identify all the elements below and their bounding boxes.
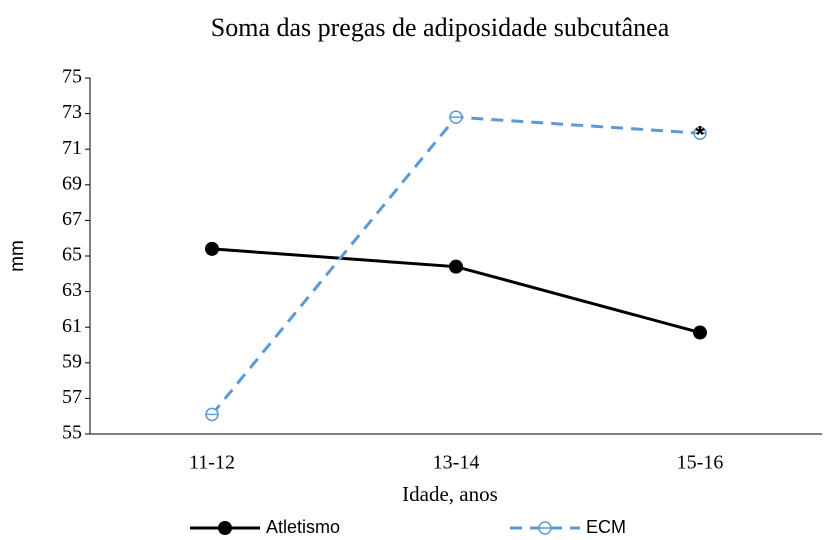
x-tick-label: 15-16: [677, 452, 724, 474]
legend-label: ECM: [586, 517, 626, 537]
legend-marker: [218, 521, 232, 535]
chart-title: Soma das pregas de adiposidade subcutâne…: [211, 13, 670, 42]
y-axis-label: mm: [7, 240, 28, 272]
data-point: [693, 325, 707, 340]
y-tick-label: 57: [62, 386, 82, 408]
y-tick-label: 61: [62, 315, 82, 337]
y-tick-label: 69: [62, 172, 82, 194]
y-tick-label: 65: [62, 244, 82, 266]
legend-label: Atletismo: [266, 517, 340, 537]
x-tick-label: 13-14: [433, 452, 480, 474]
x-tick-label: 11-12: [189, 452, 235, 474]
y-tick-label: 71: [62, 137, 82, 159]
y-tick-label: 67: [62, 208, 82, 230]
data-point: [449, 259, 463, 274]
data-point: [205, 241, 219, 256]
y-tick-label: 55: [62, 422, 82, 444]
x-axis-label: Idade, anos: [402, 482, 498, 506]
y-tick-label: 59: [62, 350, 82, 372]
y-tick-label: 73: [62, 101, 82, 123]
annotation: *: [695, 122, 705, 149]
y-tick-label: 63: [62, 279, 82, 301]
y-tick-label: 75: [62, 66, 82, 88]
